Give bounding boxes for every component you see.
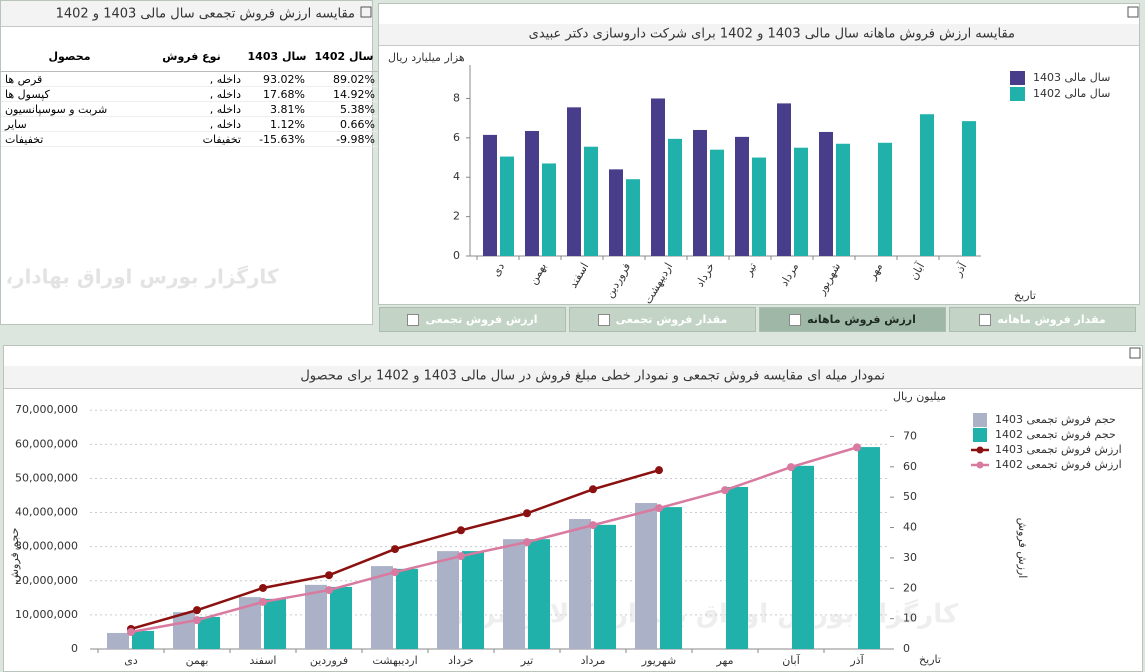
cumulative-chart-panel — [3, 345, 1143, 672]
text-cell: شربت و سوسپانسیون — [1, 101, 138, 117]
tab-icon — [789, 313, 802, 326]
column-header: محصول — [1, 41, 138, 72]
tab-icon — [597, 313, 610, 326]
tab[interactable]: ارزش فروش تجمعی — [379, 307, 566, 332]
text-cell: کپسول ها — [1, 86, 138, 102]
text-cell: سایر — [1, 116, 138, 132]
tab[interactable]: ارزش فروش ماهانه — [759, 307, 946, 332]
text-cell: تخفیفات — [138, 131, 245, 147]
text-cell: داخله , — [138, 116, 245, 132]
percent-cell: 1.12% — [245, 116, 309, 132]
text-cell: داخله , — [138, 101, 245, 117]
text-cell: داخله , — [138, 71, 245, 87]
table-row: شربت و سوسپانسیون داخله , 3.81% 5.38% — [1, 101, 379, 117]
text-cell: قرص ها — [1, 71, 138, 87]
percent-cell: -15.63% — [245, 131, 309, 147]
panel-header — [1, 1, 372, 27]
percent-cell: -9.98% — [309, 131, 379, 147]
column-header: سال 1402 — [309, 41, 379, 72]
column-header: نوع فروش — [138, 41, 245, 72]
sales-table: محصول نوع فروش سال 1403 سال 1402 قرص ها داخله… — [1, 41, 379, 147]
percent-cell: 89.02% — [309, 71, 379, 87]
percent-cell: 17.68% — [245, 86, 309, 102]
table-row: قرص ها داخله , 93.02% 89.02% — [1, 71, 379, 87]
table-row: تخفیفات تخفیفات -15.63% -9.98% — [1, 131, 379, 147]
percent-cell: 93.02% — [245, 71, 309, 87]
percent-cell: 3.81% — [245, 101, 309, 117]
tab[interactable]: مقدار فروش تجمعی — [569, 307, 756, 332]
tab-icon — [407, 313, 420, 326]
table-row: سایر داخله , 1.12% 0.66% — [1, 116, 379, 132]
percent-cell: 14.92% — [309, 86, 379, 102]
panel-header — [379, 24, 1139, 46]
header-row: محصول نوع فروش سال 1403 سال 1402 — [1, 41, 379, 72]
tab-icon — [979, 313, 992, 326]
monthly-chart-panel — [378, 3, 1140, 305]
tab[interactable]: مقدار فروش ماهانه — [949, 307, 1136, 332]
percent-cell: 5.38% — [309, 101, 379, 117]
column-header: سال 1403 — [245, 41, 309, 72]
panel-header — [4, 366, 1142, 389]
text-cell: تخفیفات — [1, 131, 138, 147]
table-row: کپسول ها داخله , 17.68% 14.92% — [1, 86, 379, 102]
text-cell: داخله , — [138, 86, 245, 102]
percent-cell: 0.66% — [309, 116, 379, 132]
table-panel: محصول نوع فروش سال 1403 سال 1402 قرص ها داخله… — [0, 0, 379, 325]
